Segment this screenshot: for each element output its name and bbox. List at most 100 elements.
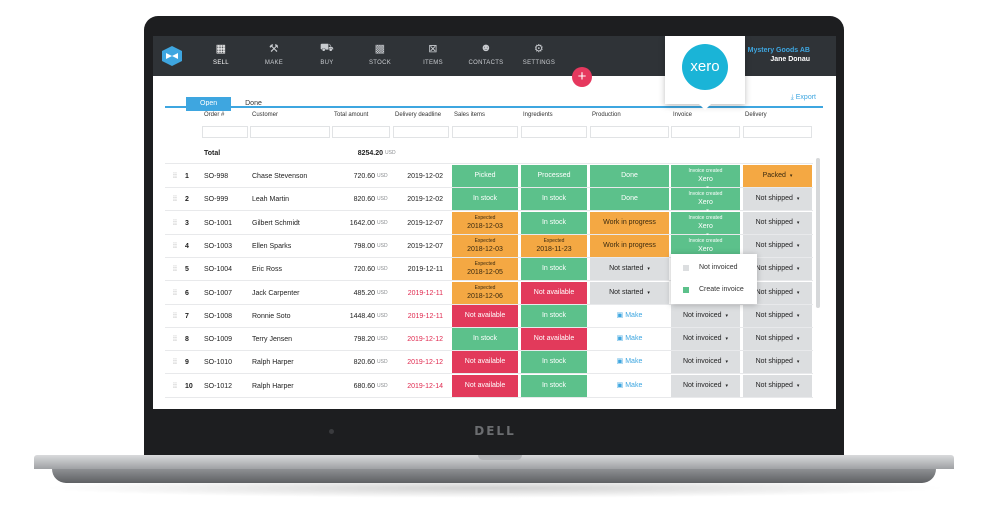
nav-item-make[interactable]: ⚒ MAKE [248,42,300,66]
column-filter-input[interactable] [743,126,812,138]
production-status[interactable]: Work in progress [590,234,669,257]
order-number[interactable]: SO-1012 [204,382,233,390]
delivery-status[interactable]: Not shipped ▾ [743,188,812,211]
delivery-status[interactable]: Not shipped ▾ [743,304,812,327]
drag-handle-icon[interactable]: ⁞⁞ [173,266,177,274]
ingredients-status[interactable]: Not available [521,281,587,304]
column-header[interactable]: Production [592,112,621,118]
delivery-status[interactable]: Not shipped ▾ [743,211,812,234]
order-number[interactable]: SO-1001 [204,219,233,227]
column-filter-input[interactable] [332,126,390,138]
drag-handle-icon[interactable]: ⁞⁞ [173,312,177,320]
table-scrollbar[interactable] [816,158,820,308]
invoice-status[interactable]: Not invoiced ▾ [671,304,740,327]
sales-items-status[interactable]: Picked [452,165,518,187]
delivery-status[interactable]: Not shipped ▾ [743,374,812,397]
app-logo-icon[interactable] [161,45,183,67]
table-row[interactable]: ⁞⁞ 9 SO-1010 Ralph Harper 820.60 USD 2019-12-1… [165,351,813,375]
customer-name[interactable]: Eric Ross [252,266,282,274]
column-header[interactable]: Total amount [334,112,369,118]
export-link[interactable]: ⤓ Export [791,94,816,102]
sales-items-status[interactable]: Expected 2018-12-06 [452,281,518,304]
column-filter-input[interactable] [393,126,449,138]
drag-handle-icon[interactable]: ⁞⁞ [173,242,177,250]
table-row[interactable]: ⁞⁞ 2 SO-999 Leah Martin 820.60 USD 2019-12-02 I… [165,188,813,214]
ingredients-status[interactable]: In stock [521,188,587,211]
customer-name[interactable]: Ronnie Soto [252,312,291,320]
production-status[interactable]: ▣ Make [590,304,669,327]
delivery-status[interactable]: Not shipped ▾ [743,281,812,304]
customer-name[interactable]: Ellen Sparks [252,242,292,250]
order-number[interactable]: SO-1008 [204,312,233,320]
sales-items-status[interactable]: In stock [452,188,518,211]
drag-handle-icon[interactable]: ⁞⁞ [173,173,177,180]
column-filter-input[interactable] [452,126,518,138]
drag-handle-icon[interactable]: ⁞⁞ [173,289,177,297]
nav-item-contacts[interactable]: ☻ CONTACTS [460,42,512,66]
sales-items-status[interactable]: Not available [452,304,518,327]
customer-name[interactable]: Ralph Harper [252,359,294,367]
drag-handle-icon[interactable]: ⁞⁞ [173,196,177,204]
production-status[interactable]: Work in progress [590,211,669,234]
drag-handle-icon[interactable]: ⁞⁞ [173,219,177,227]
column-filter-input[interactable] [671,126,740,138]
invoice-status[interactable]: Not invoiced ▾ [671,351,740,374]
sales-items-status[interactable]: Not available [452,351,518,374]
customer-name[interactable]: Ralph Harper [252,382,294,390]
nav-item-sell[interactable]: ▦ SELL [195,42,247,66]
tab-done[interactable]: Done [245,100,262,107]
order-number[interactable]: SO-998 [204,173,229,180]
ingredients-status[interactable]: Not available [521,328,587,351]
nav-item-stock[interactable]: ▩ STOCK [354,42,406,66]
column-header[interactable]: Order # [204,112,225,118]
ingredients-status[interactable]: In stock [521,211,587,234]
sales-items-status[interactable]: Expected 2018-12-05 [452,258,518,281]
delivery-status[interactable]: Not shipped ▾ [743,234,812,257]
column-header[interactable]: Delivery [745,112,767,118]
invoice-status[interactable]: Not invoiced ▾ [671,374,740,397]
order-number[interactable]: SO-1010 [204,359,233,367]
production-status[interactable]: Not started ▾ [590,258,669,281]
column-filter-input[interactable] [521,126,587,138]
order-number[interactable]: SO-1009 [204,336,233,344]
table-row[interactable]: ⁞⁞ 1 SO-998 Chase Stevenson 720.60 USD 2019-12… [165,165,813,191]
order-number[interactable]: SO-1003 [204,242,233,250]
drag-handle-icon[interactable]: ⁞⁞ [173,382,177,390]
column-header[interactable]: Customer [252,112,279,118]
ingredients-status[interactable]: In stock [521,258,587,281]
column-header[interactable]: Invoice [673,112,693,118]
delivery-status[interactable]: Not shipped ▾ [743,328,812,351]
company-info[interactable]: Mystery Goods AB Jane Donau [748,47,810,63]
order-number[interactable]: SO-999 [204,196,229,204]
customer-name[interactable]: Terry Jensen [252,336,293,344]
delivery-status[interactable]: Packed ▾ [743,165,812,187]
sales-items-status[interactable]: Expected 2018-12-03 [452,211,518,234]
ingredients-status[interactable]: In stock [521,374,587,397]
nav-item-items[interactable]: ⊠ ITEMS [407,42,459,66]
delivery-status[interactable]: Not shipped ▾ [743,258,812,281]
table-row[interactable]: ⁞⁞ 10 SO-1012 Ralph Harper 680.60 USD 2019-12-… [165,374,813,398]
column-header[interactable]: Ingredients [523,112,553,118]
order-number[interactable]: SO-1004 [204,266,233,274]
production-status[interactable]: ▣ Make [590,374,669,397]
production-status[interactable]: ▣ Make [590,328,669,351]
customer-name[interactable]: Gilbert Schmidt [252,219,300,227]
column-header[interactable]: Sales items [454,112,486,118]
column-filter-input[interactable] [202,126,248,138]
add-button[interactable]: + [572,67,592,87]
column-filter-input[interactable] [250,126,330,138]
dropdown-option-not-invoiced[interactable]: Not invoiced [671,257,757,279]
table-row[interactable]: ⁞⁞ 7 SO-1008 Ronnie Soto 1448.40 USD 2019-12-1… [165,304,813,328]
column-filter-input[interactable] [590,126,669,138]
nav-item-buy[interactable]: ⛟ BUY [301,42,353,66]
nav-item-settings[interactable]: ⚙ SETTINGS [513,42,565,66]
customer-name[interactable]: Chase Stevenson [252,173,308,180]
drag-handle-icon[interactable]: ⁞⁞ [173,336,177,344]
delivery-status[interactable]: Not shipped ▾ [743,351,812,374]
dropdown-option-create-invoice[interactable]: Create invoice [671,279,757,301]
sales-items-status[interactable]: Not available [452,374,518,397]
table-row[interactable]: ⁞⁞ 8 SO-1009 Terry Jensen 798.20 USD 2019-12-1… [165,328,813,352]
column-header[interactable]: Delivery deadline [395,112,442,118]
